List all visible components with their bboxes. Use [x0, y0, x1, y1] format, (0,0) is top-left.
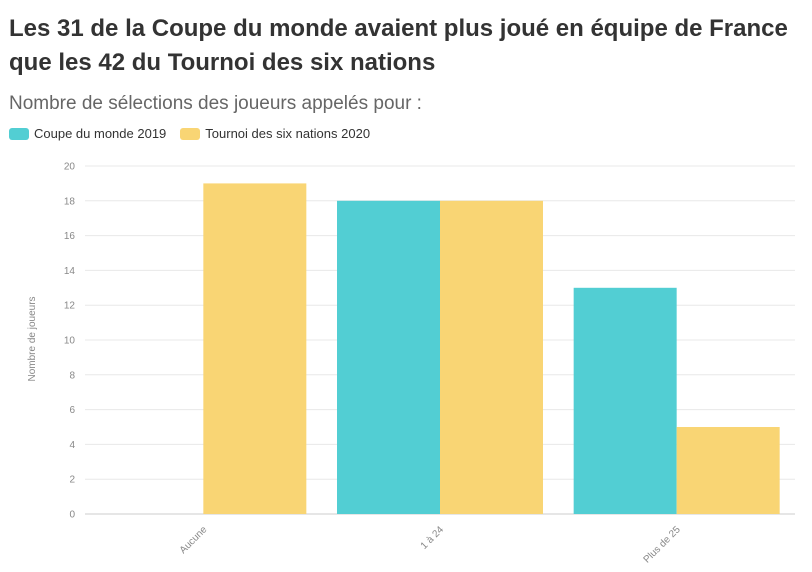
y-tick-label: 6: [69, 405, 75, 416]
y-tick-label: 18: [64, 196, 76, 207]
bar-coupe-2[interactable]: [573, 287, 677, 514]
y-tick-label: 0: [69, 510, 75, 521]
y-tick-label: 16: [64, 231, 76, 242]
legend-item-tournoi[interactable]: Tournoi des six nations 2020: [180, 126, 370, 141]
y-tick-label: 20: [64, 162, 76, 173]
x-tick-label: Aucune: [178, 524, 210, 556]
y-tick-label: 10: [64, 336, 76, 347]
bar-tournoi-0[interactable]: [203, 183, 307, 514]
y-axis-ticks: 0 2 4 6 8 10 12 14 16 18 20: [64, 162, 76, 521]
legend-item-coupe[interactable]: Coupe du monde 2019: [9, 126, 166, 141]
x-axis-ticks: Aucune 1 à 24 Plus de 25: [178, 524, 683, 566]
legend-label-coupe: Coupe du monde 2019: [34, 126, 167, 141]
bars: [203, 183, 780, 515]
y-tick-label: 8: [69, 370, 75, 381]
y-axis-label: Nombre de joueurs: [27, 296, 38, 381]
legend-swatch-tournoi: [180, 127, 201, 140]
bar-tournoi-1[interactable]: [440, 200, 543, 515]
x-tick-label: 1 à 24: [419, 524, 447, 552]
legend: Coupe du monde 2019 Tournoi des six nati…: [9, 126, 384, 141]
legend-swatch-coupe: [9, 127, 29, 140]
y-tick-label: 12: [64, 301, 76, 312]
chart-title: Les 31 de la Coupe du monde avaient plus…: [9, 15, 788, 76]
y-tick-label: 14: [64, 266, 76, 277]
chart-subtitle: Nombre de sélections des joueurs appelés…: [9, 93, 422, 114]
bar-tournoi-2[interactable]: [676, 427, 780, 514]
bar-coupe-1[interactable]: [337, 200, 440, 515]
y-tick-label: 4: [69, 440, 75, 451]
x-tick-label: Plus de 25: [642, 524, 684, 566]
legend-label-tournoi: Tournoi des six nations 2020: [205, 126, 371, 141]
y-tick-label: 2: [69, 475, 75, 486]
